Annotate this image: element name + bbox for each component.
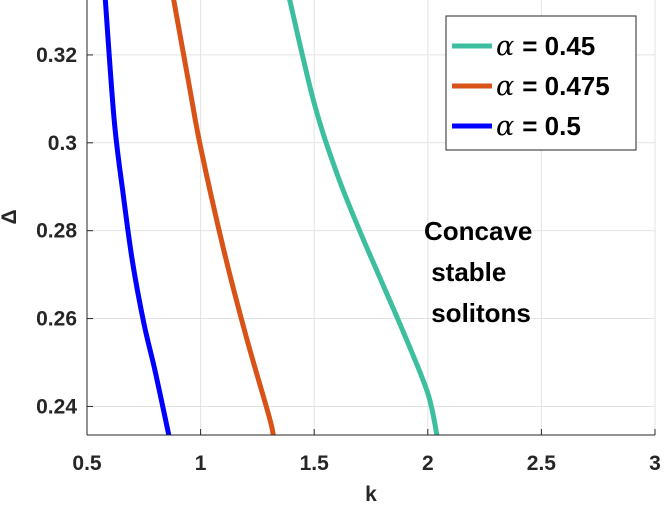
x-tick-label: 2 xyxy=(422,452,434,475)
annotation: Concave stable solitons xyxy=(424,216,532,328)
y-tick-label: 0.26 xyxy=(36,308,77,331)
legend-label-0: α = 0.45 xyxy=(496,31,595,62)
x-tick-label: 3 xyxy=(649,452,661,475)
x-tick-label: 1 xyxy=(195,452,207,475)
y-axis-label: Δ xyxy=(0,209,21,224)
annotation-line-3: solitons xyxy=(424,298,531,328)
x-tick-label: 1.5 xyxy=(300,452,330,475)
legend-value: = 0.475 xyxy=(522,71,609,101)
x-axis-label: k xyxy=(365,483,377,506)
legend: α = 0.45 α = 0.475 α = 0.5 xyxy=(445,15,637,151)
legend-label-2: α = 0.5 xyxy=(496,111,581,142)
series-line-2 xyxy=(102,0,172,435)
y-tick-label: 0.24 xyxy=(36,395,77,418)
alpha-symbol: α xyxy=(496,31,514,62)
alpha-symbol: α xyxy=(496,111,514,142)
y-tick-label: 0.32 xyxy=(36,44,77,67)
annotation-line-1: Concave xyxy=(424,216,532,246)
axes xyxy=(86,0,656,436)
legend-value: = 0.45 xyxy=(522,31,595,61)
x-tick-label: 2.5 xyxy=(527,452,557,475)
series-lines xyxy=(102,0,440,435)
legend-label-1: α = 0.475 xyxy=(496,71,610,102)
annotation-line-2: stable xyxy=(424,257,506,287)
y-tick-labels: 0.24 0.26 0.28 0.3 0.32 xyxy=(36,44,77,419)
legend-items: α = 0.45 α = 0.475 α = 0.5 xyxy=(452,31,610,142)
x-tick-label: 0.5 xyxy=(72,452,102,475)
legend-value: = 0.5 xyxy=(522,111,581,141)
series-line-1 xyxy=(171,0,276,435)
series-line-0 xyxy=(287,0,440,435)
y-tick-label: 0.28 xyxy=(36,220,77,243)
alpha-symbol: α xyxy=(496,71,514,102)
x-tick-labels: 0.5 1 1.5 2 2.5 3 xyxy=(72,452,660,475)
y-tick-label: 0.3 xyxy=(48,132,77,155)
